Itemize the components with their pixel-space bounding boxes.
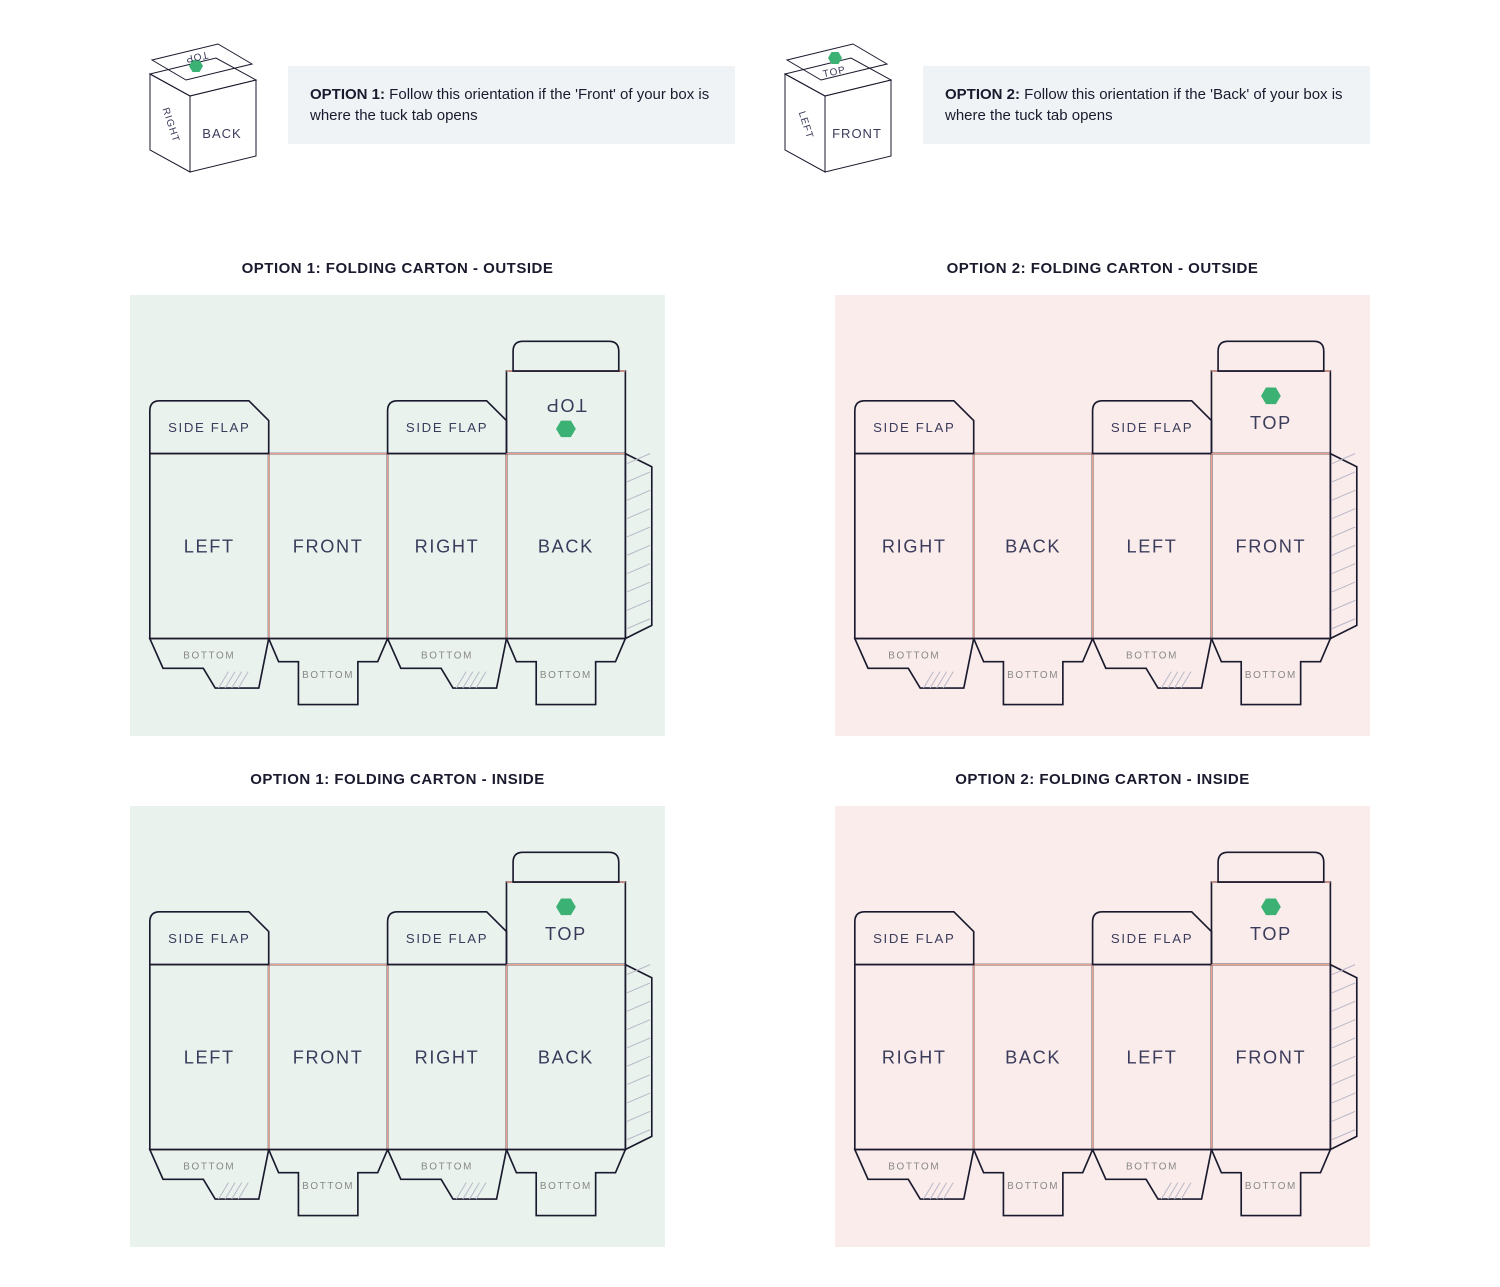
option-2-iso-box: TOP LEFT FRONT: [765, 30, 905, 180]
svg-text:BOTTOM: BOTTOM: [1245, 1181, 1297, 1192]
cell-opt1-outside: OPTION 1: FOLDING CARTON - OUTSIDE LEFT F…: [130, 260, 665, 736]
svg-text:FRONT: FRONT: [1236, 537, 1307, 557]
title-opt2-inside: OPTION 2: FOLDING CARTON - INSIDE: [835, 771, 1370, 788]
svg-text:RIGHT: RIGHT: [882, 1048, 947, 1068]
svg-text:BOTTOM: BOTTOM: [1126, 1161, 1178, 1172]
option-1-bold: OPTION 1:: [310, 86, 385, 103]
cell-opt2-outside: OPTION 2: FOLDING CARTON - OUTSIDE RIGHT…: [835, 260, 1370, 736]
dielines-grid: OPTION 1: FOLDING CARTON - OUTSIDE LEFT F…: [130, 260, 1370, 1247]
svg-text:BOTTOM: BOTTOM: [302, 670, 354, 681]
svg-text:RIGHT: RIGHT: [415, 537, 480, 557]
option-2-summary: TOP LEFT FRONT OPTION 2: Follow this ori…: [765, 30, 1370, 180]
option-1-summary: TOP RIGHT BACK OPTION 1: Follow this ori…: [130, 30, 735, 180]
iso-side-label: LEFT: [796, 110, 815, 140]
svg-text:LEFT: LEFT: [1127, 537, 1178, 557]
svg-text:BOTTOM: BOTTOM: [540, 670, 592, 681]
iso-top-label: TOP: [822, 65, 847, 81]
svg-text:BACK: BACK: [1005, 1048, 1061, 1068]
svg-text:BOTTOM: BOTTOM: [1007, 1181, 1059, 1192]
iso-front-label: FRONT: [832, 126, 882, 141]
svg-text:BOTTOM: BOTTOM: [1245, 670, 1297, 681]
svg-text:TOP: TOP: [1250, 413, 1292, 433]
svg-text:SIDE FLAP: SIDE FLAP: [168, 931, 250, 946]
svg-text:FRONT: FRONT: [293, 537, 364, 557]
svg-text:SIDE FLAP: SIDE FLAP: [168, 420, 250, 435]
svg-text:BOTTOM: BOTTOM: [1007, 670, 1059, 681]
title-opt2-outside: OPTION 2: FOLDING CARTON - OUTSIDE: [835, 260, 1370, 277]
iso-side-label: RIGHT: [160, 106, 182, 144]
cell-opt1-inside: OPTION 1: FOLDING CARTON - INSIDE LEFT FR…: [130, 771, 665, 1247]
svg-text:FRONT: FRONT: [1236, 1048, 1307, 1068]
svg-text:SIDE FLAP: SIDE FLAP: [406, 420, 488, 435]
dieline-opt2-inside: RIGHT BACK LEFT FRONT SIDE FLAP SIDE FLAP TOP B…: [835, 806, 1370, 1247]
cell-opt2-inside: OPTION 2: FOLDING CARTON - INSIDE RIGHT B…: [835, 771, 1370, 1247]
svg-text:BACK: BACK: [538, 537, 594, 557]
svg-text:BOTTOM: BOTTOM: [183, 1161, 235, 1172]
svg-text:SIDE FLAP: SIDE FLAP: [406, 931, 488, 946]
svg-text:SIDE FLAP: SIDE FLAP: [873, 420, 955, 435]
svg-text:BACK: BACK: [1005, 537, 1061, 557]
svg-text:BOTTOM: BOTTOM: [302, 1181, 354, 1192]
svg-text:LEFT: LEFT: [1127, 1048, 1178, 1068]
title-opt1-inside: OPTION 1: FOLDING CARTON - INSIDE: [130, 771, 665, 788]
svg-text:BOTTOM: BOTTOM: [421, 1161, 473, 1172]
svg-text:SIDE FLAP: SIDE FLAP: [873, 931, 955, 946]
svg-text:FRONT: FRONT: [293, 1048, 364, 1068]
svg-text:BACK: BACK: [538, 1048, 594, 1068]
top-options-row: TOP RIGHT BACK OPTION 1: Follow this ori…: [130, 30, 1370, 180]
dieline-opt1-inside: LEFT FRONT RIGHT BACK SIDE FLAP SIDE FLAP TOP B…: [130, 806, 665, 1247]
title-opt1-outside: OPTION 1: FOLDING CARTON - OUTSIDE: [130, 260, 665, 277]
svg-text:RIGHT: RIGHT: [415, 1048, 480, 1068]
svg-text:BOTTOM: BOTTOM: [888, 650, 940, 661]
svg-text:TOP: TOP: [545, 924, 587, 944]
svg-text:LEFT: LEFT: [184, 1048, 235, 1068]
dieline-opt1-outside: LEFT FRONT RIGHT BACK SIDE FLAP SIDE FLAP TOP B…: [130, 295, 665, 736]
svg-text:RIGHT: RIGHT: [882, 537, 947, 557]
option-2-description: OPTION 2: Follow this orientation if the…: [923, 66, 1370, 144]
svg-text:TOP: TOP: [1250, 924, 1292, 944]
option-1-description: OPTION 1: Follow this orientation if the…: [288, 66, 735, 144]
svg-text:BOTTOM: BOTTOM: [540, 1181, 592, 1192]
svg-text:TOP: TOP: [545, 395, 587, 415]
iso-front-label: BACK: [202, 126, 241, 141]
svg-text:SIDE FLAP: SIDE FLAP: [1111, 420, 1193, 435]
svg-text:BOTTOM: BOTTOM: [1126, 650, 1178, 661]
svg-text:BOTTOM: BOTTOM: [183, 650, 235, 661]
svg-text:BOTTOM: BOTTOM: [421, 650, 473, 661]
svg-text:LEFT: LEFT: [184, 537, 235, 557]
svg-text:SIDE FLAP: SIDE FLAP: [1111, 931, 1193, 946]
option-2-bold: OPTION 2:: [945, 86, 1020, 103]
svg-text:BOTTOM: BOTTOM: [888, 1161, 940, 1172]
dieline-opt2-outside: RIGHT BACK LEFT FRONT SIDE FLAP SIDE FLAP TOP B…: [835, 295, 1370, 736]
option-1-iso-box: TOP RIGHT BACK: [130, 30, 270, 180]
